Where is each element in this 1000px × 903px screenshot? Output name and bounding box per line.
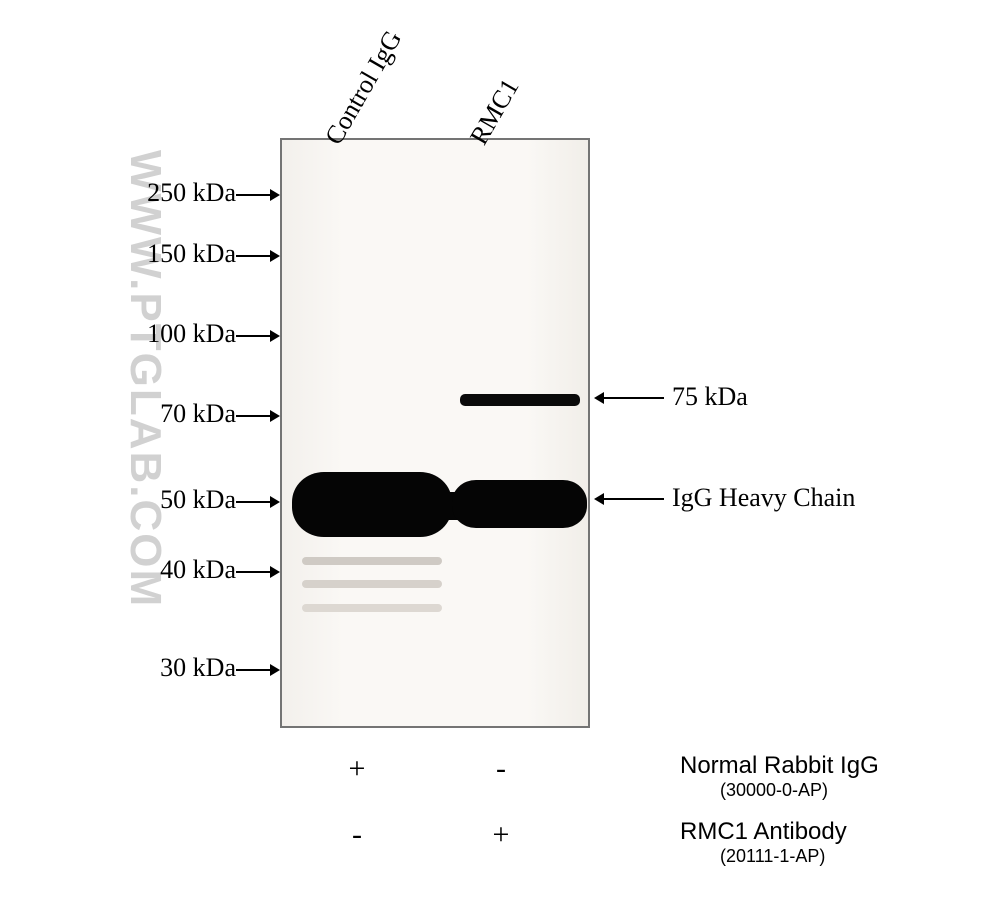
mw-150-arrow-icon — [236, 247, 280, 265]
mw-30-text: 30 kDa — [160, 653, 236, 682]
annot-75kda-arrow-icon — [594, 389, 664, 407]
mw-30-arrow-icon — [236, 661, 280, 679]
mw-40: 40 kDa — [96, 555, 236, 585]
figure-canvas: WWW.PTGLAB.COM Control IgG RMC1 250 kDa … — [0, 0, 1000, 903]
row2-legend-main: RMC1 Antibody — [680, 818, 847, 846]
faint-band-2 — [302, 580, 442, 588]
mw-250: 250 kDa — [96, 178, 236, 208]
mw-70-text: 70 kDa — [160, 399, 236, 428]
mw-50-arrow-icon — [236, 493, 280, 511]
band-rmc1-igg-heavy — [452, 480, 587, 528]
mw-250-text: 250 kDa — [147, 178, 236, 207]
faint-band-1 — [302, 557, 442, 565]
lane-label-control: Control IgG — [319, 26, 408, 150]
mw-30: 30 kDa — [96, 653, 236, 683]
mw-100: 100 kDa — [96, 319, 236, 349]
row1-legend-sub: (30000-0-AP) — [720, 780, 828, 801]
annot-igg-arrow-icon — [594, 490, 664, 508]
mw-150-text: 150 kDa — [147, 239, 236, 268]
row1-control-mark: + — [342, 752, 372, 786]
band-rmc1-75kda — [460, 394, 580, 406]
mw-100-text: 100 kDa — [147, 319, 236, 348]
row2-rmc1-mark: + — [486, 818, 516, 852]
mw-40-arrow-icon — [236, 563, 280, 581]
band-control-igg-heavy — [292, 472, 452, 537]
mw-50-text: 50 kDa — [160, 485, 236, 514]
mw-70-arrow-icon — [236, 407, 280, 425]
mw-100-arrow-icon — [236, 327, 280, 345]
mw-40-text: 40 kDa — [160, 555, 236, 584]
mw-250-arrow-icon — [236, 186, 280, 204]
annot-igg-heavy: IgG Heavy Chain — [672, 483, 855, 513]
mw-70: 70 kDa — [96, 399, 236, 429]
faint-band-3 — [302, 604, 442, 612]
membrane-shade — [282, 140, 588, 726]
blot-membrane — [280, 138, 590, 728]
annot-75kda: 75 kDa — [672, 382, 748, 412]
row2-control-mark: - — [342, 818, 372, 852]
watermark-text: WWW.PTGLAB.COM — [120, 150, 170, 608]
row2-legend-sub: (20111-1-AP) — [720, 846, 825, 867]
mw-50: 50 kDa — [96, 485, 236, 515]
mw-150: 150 kDa — [96, 239, 236, 269]
row1-legend-main: Normal Rabbit IgG — [680, 752, 879, 780]
row1-rmc1-mark: - — [486, 752, 516, 786]
